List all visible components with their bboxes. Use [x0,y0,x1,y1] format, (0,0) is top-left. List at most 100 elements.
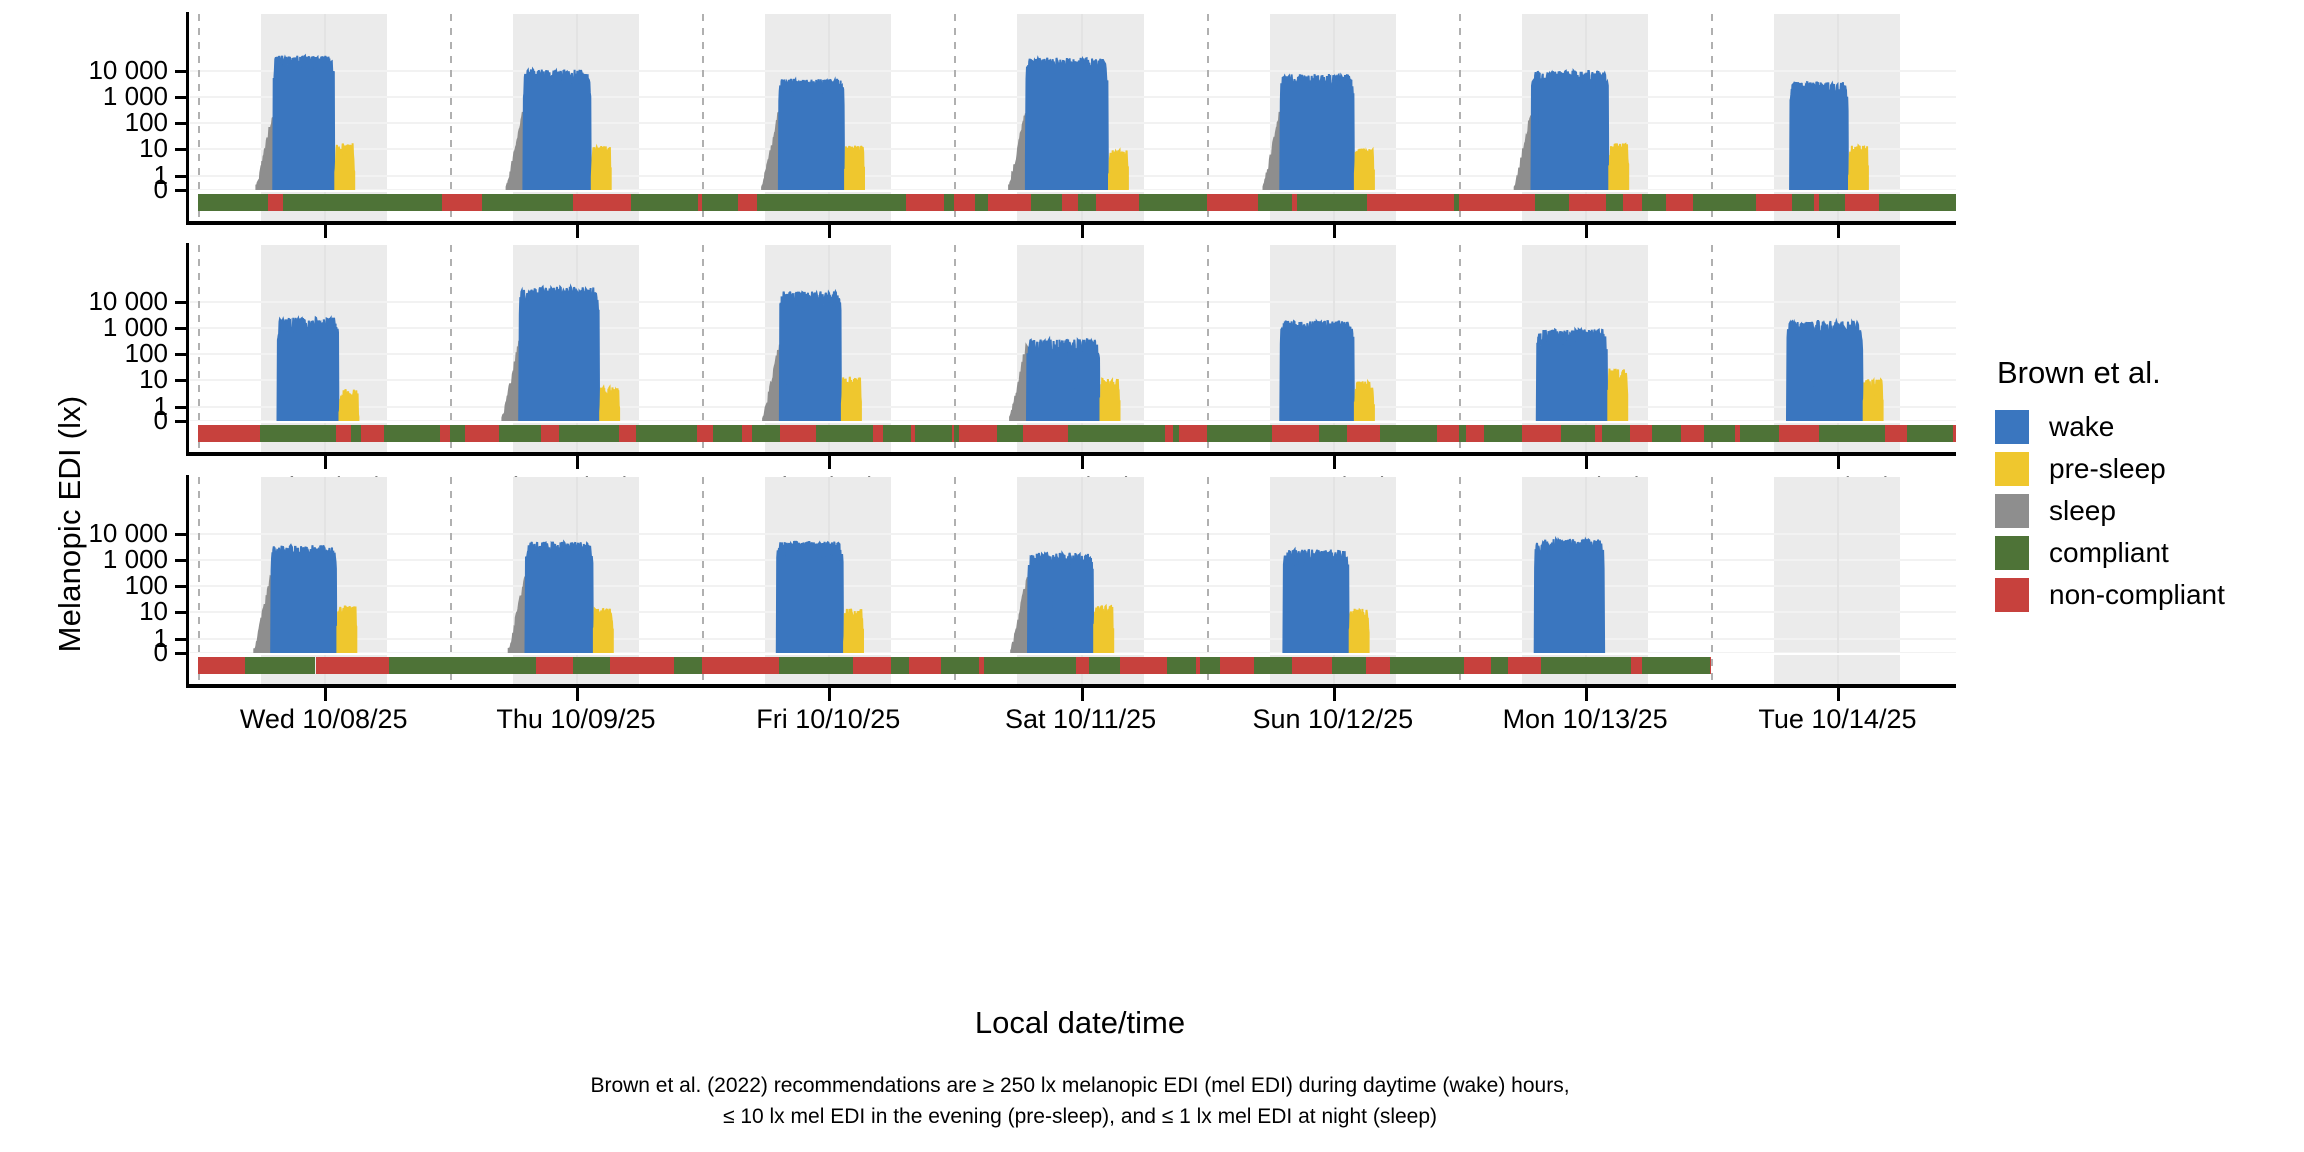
compliance-segment [244,657,282,674]
compliance-segment [1484,425,1498,442]
compliance-segment [1123,194,1140,211]
compliance-segment [1613,194,1623,211]
compliance-segment [519,425,542,442]
compliance-segment [1272,425,1299,442]
compliance-segment [1162,657,1168,674]
x-axis-tick [1080,225,1084,238]
series-sleep-day-5 [1513,114,1533,191]
zero-baseline [190,421,1956,423]
y-axis-tick-label: 100 [124,107,168,138]
compliance-segment [1030,194,1042,211]
compliance-segment [465,425,499,442]
y-axis-tick-label: 1 [153,622,168,653]
compliance-segment [1005,657,1046,674]
x-axis-tick [1332,225,1336,238]
series-presleep-day-6 [1848,143,1869,191]
compliance-segment [1711,194,1717,211]
compliance-segment [1109,425,1139,442]
compliance-segment [906,194,945,211]
series-sleep-day-2 [761,110,780,191]
compliance-segment [1665,194,1694,211]
compliance-segment [1225,194,1253,211]
y-axis-tick-label: 0 [153,637,168,667]
y-axis-tick [175,69,186,73]
compliance-segment [1407,657,1421,674]
compliance-segment [227,194,268,211]
compliance-segment [509,194,515,211]
legend-item-label: sleep [2049,495,2116,526]
legend-item-non-compliant[interactable]: non-compliant [1995,575,2295,615]
series-sleep-day-0 [253,574,273,654]
x-axis-tick [1585,225,1589,238]
compliance-segment [1070,657,1077,674]
compliance-segment [1298,425,1314,442]
compliance-segment [1594,425,1603,442]
y-axis-tick-label: 0 [153,174,168,204]
compliance-segment [1380,425,1403,442]
legend-title: Brown et al. [1997,355,2161,390]
compliance-segment [1156,425,1166,442]
compliance-segment [1879,194,1892,211]
series-wake-day-2 [777,76,846,191]
x-axis-tick [1332,456,1336,469]
compliance-segment [1206,425,1228,442]
y-axis-tick-label: 1 000 [102,311,168,342]
compliance-segment [954,657,979,674]
x-axis-tick-label: Wed 10/08/25 [239,704,408,734]
series-presleep-day-6 [1862,376,1884,422]
compliance-segment [816,194,849,211]
compliance-segment [1709,657,1712,674]
compliance-segment [880,194,907,211]
compliance-segment [1200,657,1207,674]
compliance-segment [420,425,440,442]
x-axis-tick [323,225,327,238]
x-axis-tick [323,456,327,469]
y-axis-tick-label: 1 [153,159,168,190]
compliance-segment [482,194,494,211]
compliance-segment [1347,425,1381,442]
legend-item-wake[interactable]: wake [1995,407,2295,447]
y-axis-tick-label: 10 000 [88,285,168,316]
compliance-segment [702,425,708,442]
plot-area [190,14,1956,221]
compliance-segment [1458,425,1467,442]
compliance-segment [1716,194,1757,211]
compliance-segment [1088,657,1116,674]
compliance-segment [283,194,322,211]
y-axis-tick-label: 1 [153,390,168,421]
compliance-segment [572,194,612,211]
compliance-segment [959,425,984,442]
legend: Brown et al. wake pre-sleep sleep compliant… [1995,355,2295,617]
compliance-segment [442,194,450,211]
compliance-segment [983,657,1006,674]
legend-item-label: compliant [2049,537,2169,568]
x-axis-tick [575,225,579,238]
series-presleep-day-3 [1099,377,1121,422]
compliance-segment [1332,657,1354,674]
compliance-segment [1813,194,1820,211]
compliance-segment [1914,194,1946,211]
compliance-segment [1913,425,1954,442]
compliance-segment [598,425,620,442]
compliance-segment [702,657,717,674]
series-wake-day-3 [1024,55,1109,191]
legend-swatch-icon [1995,410,2029,444]
legend-item-compliant[interactable]: compliant [1995,533,2295,573]
compliance-segment [514,194,538,211]
compliance-segment [1206,194,1226,211]
legend-item-pre-sleep[interactable]: pre-sleep [1995,449,2295,489]
series-sleep-day-1 [501,340,521,422]
compliance-segment [1906,425,1914,442]
compliance-segment [743,657,779,674]
series-presleep-day-1 [590,143,612,191]
series-wake-day-4 [1279,72,1355,191]
compliance-segment [1068,425,1110,442]
x-axis-tick [1332,688,1336,701]
series-presleep-day-1 [599,384,621,422]
series-wake-day-5 [1530,68,1610,191]
x-axis-tick-label: Mon 10/13/25 [1502,704,1668,734]
legend-item-sleep[interactable]: sleep [1995,491,2295,531]
series-layer [253,535,1606,654]
compliance-segment [1366,194,1396,211]
